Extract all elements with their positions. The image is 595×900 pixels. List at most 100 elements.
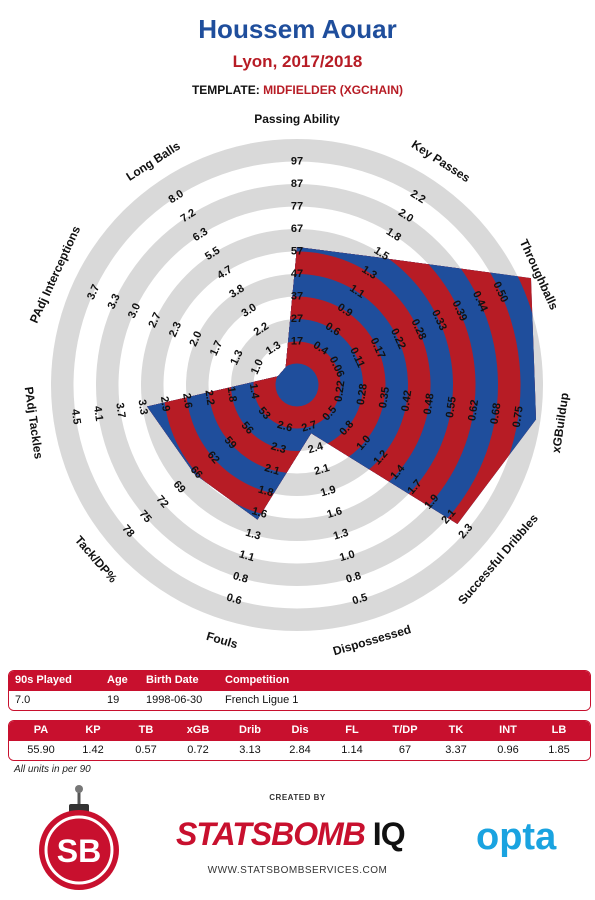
player-name: Houssem Aouar	[198, 14, 397, 44]
tick-label: 2.6	[180, 392, 194, 409]
tick-label: 3.3	[106, 292, 123, 311]
tick-label: 0.42	[399, 389, 414, 412]
template-value: MIDFIELDER (XGCHAIN)	[263, 83, 404, 97]
tick-label: 1.3	[228, 348, 245, 367]
axis-label: Passing Ability	[254, 112, 340, 126]
tick-label: 1.4	[247, 383, 261, 401]
tick-label: 87	[291, 178, 303, 190]
tick-label: 1.8	[257, 484, 275, 500]
val-competition: French Ligue 1	[225, 694, 299, 706]
stats-table-row: 55.90 1.42 0.57 0.72 3.13 2.84 1.14 67 3…	[9, 741, 590, 760]
tick-label: 0.75	[511, 405, 526, 428]
tick-label: 97	[291, 156, 303, 168]
tick-label: 0.35	[377, 386, 392, 409]
tick-label: 1.8	[225, 386, 239, 403]
tick-label: 47	[291, 268, 303, 280]
axis-label: Fouls	[205, 629, 240, 652]
tick-label: 2.1	[263, 462, 281, 478]
tick-label: 57	[291, 246, 303, 258]
created-by: CREATED BY	[269, 793, 326, 802]
tick-label: 3.7	[113, 402, 127, 419]
tick-label: 2.6	[276, 419, 294, 435]
tick-label: 2.7	[146, 311, 163, 330]
units-note: All units in per 90	[14, 764, 91, 775]
val-age: 19	[107, 694, 120, 706]
axis-label: Dispossessed	[331, 622, 412, 658]
tick-label: 2.7	[300, 419, 318, 435]
tick-label: 1.6	[250, 505, 268, 521]
col-kp: KP	[85, 724, 101, 736]
tick-label: 0.55	[444, 396, 459, 419]
tick-label: 17	[291, 336, 303, 348]
val-pa: 55.90	[27, 744, 55, 756]
tick-label: 0.6	[225, 592, 243, 608]
tick-label: 2.3	[167, 320, 184, 339]
statsbomb-iq-brand: STATSBOMB IQ	[176, 816, 406, 853]
team-season: Lyon, 2017/2018	[232, 52, 363, 71]
col-tb: TB	[138, 724, 154, 736]
tick-label: 4.5	[69, 408, 83, 425]
statsbomb-logo: SB	[39, 785, 119, 890]
info-table-header: 90s Played Age Birth Date Competition	[9, 671, 590, 691]
col-dis: Dis	[291, 724, 309, 736]
val-int: 0.96	[497, 744, 519, 756]
stats-table-header: PA KP TB xGB Drib Dis FL T/DP TK INT LB	[9, 721, 590, 741]
tick-label: 0.68	[488, 402, 503, 425]
col-drib: Drib	[239, 724, 261, 736]
tick-label: 2.2	[202, 389, 216, 406]
val-tb: 0.57	[135, 744, 157, 756]
logo-text: SB	[57, 833, 101, 869]
tick-label: 3.3	[136, 399, 150, 416]
tick-label: 2.0	[187, 329, 204, 348]
axis-label: PAdj Tackles	[22, 386, 46, 460]
tick-label: 2.3	[269, 440, 287, 456]
col-tk: TK	[448, 724, 464, 736]
tick-label: 0.8	[231, 570, 249, 586]
brand-iq: IQ	[372, 816, 406, 852]
val-birth-date: 1998-06-30	[146, 694, 203, 706]
val-90s-played: 7.0	[15, 694, 31, 706]
val-xgb: 0.72	[187, 744, 209, 756]
tick-label: 3.7	[85, 283, 102, 302]
col-fl: FL	[345, 724, 359, 736]
info-table-row: 7.0 19 1998-06-30 French Ligue 1	[9, 691, 590, 710]
col-xgb: xGB	[186, 724, 210, 736]
tick-label: 67	[291, 223, 303, 235]
val-tdp: 67	[398, 744, 412, 756]
val-fl: 1.14	[341, 744, 363, 756]
tick-label: 1.6	[326, 505, 344, 521]
tick-label: 3.0	[126, 301, 143, 320]
tick-label: 27	[291, 313, 303, 325]
col-age: Age	[107, 674, 128, 686]
website-url: WWW.STATSBOMBSERVICES.COM	[207, 865, 388, 876]
tick-label: 2.9	[158, 396, 172, 413]
col-90s-played: 90s Played	[15, 674, 72, 686]
col-int: INT	[499, 724, 517, 736]
col-lb: LB	[551, 724, 567, 736]
col-tdp: T/DP	[392, 724, 418, 736]
val-tk: 3.37	[445, 744, 467, 756]
brand-main: STATSBOMB	[176, 816, 366, 852]
tick-label: 1.7	[208, 339, 225, 358]
tick-label: 1.9	[319, 484, 337, 500]
tick-label: 0.8	[345, 570, 363, 586]
val-drib: 3.13	[239, 744, 261, 756]
col-competition: Competition	[225, 674, 290, 686]
col-birth-date: Birth Date	[146, 674, 199, 686]
opta-logo: opta	[476, 816, 557, 858]
tick-label: 4.1	[91, 405, 105, 422]
tick-label: 1.0	[338, 548, 356, 564]
axis-label: xGBuildup	[549, 392, 571, 454]
tick-label: 2.1	[313, 462, 331, 478]
tick-label: 0.5	[351, 592, 369, 608]
tick-label: 0.22	[333, 380, 348, 403]
template-line: TEMPLATE: MIDFIELDER (XGCHAIN)	[0, 83, 595, 97]
info-table: 90s Played Age Birth Date Competition 7.…	[8, 670, 591, 711]
tick-label: 1.3	[244, 527, 262, 543]
tick-label: 2.4	[307, 440, 326, 456]
template-label: TEMPLATE:	[191, 83, 260, 97]
tick-label: 37	[291, 291, 303, 303]
val-kp: 1.42	[82, 744, 104, 756]
player-core	[275, 363, 319, 407]
